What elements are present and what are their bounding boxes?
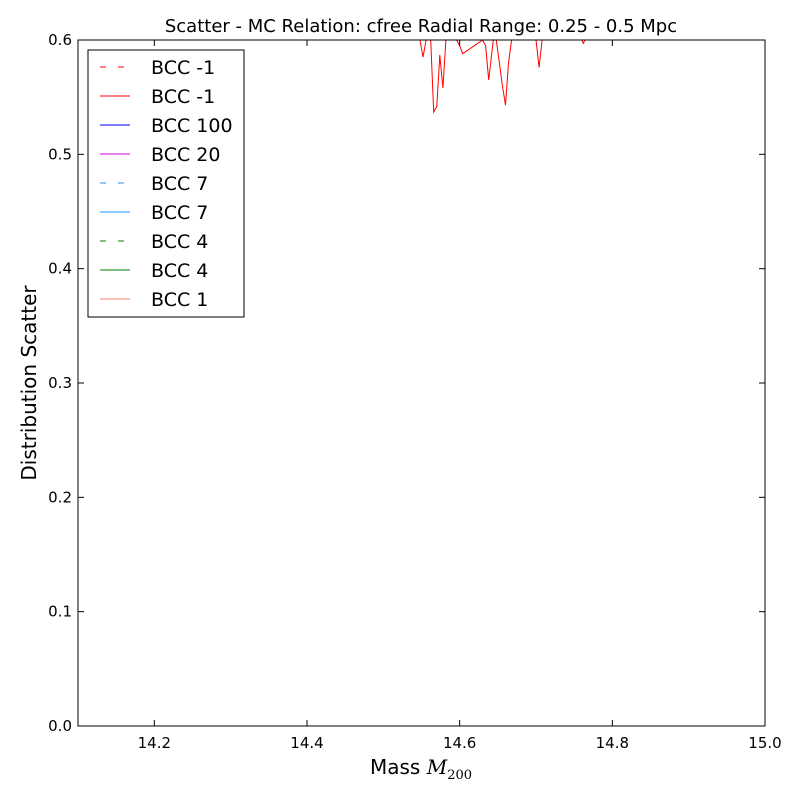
y-axis-title: Distribution Scatter <box>17 285 41 481</box>
x-tick-label: 14.2 <box>138 734 171 752</box>
legend-label-6: BCC 4 <box>151 231 208 253</box>
legend-label-7: BCC 4 <box>151 260 208 282</box>
y-tick-label: 0.4 <box>48 260 72 278</box>
legend-label-2: BCC 100 <box>151 115 233 137</box>
y-tick-label: 0.1 <box>48 603 72 621</box>
legend-label-5: BCC 7 <box>151 202 208 224</box>
x-tick-label: 15.0 <box>748 734 781 752</box>
x-axis-title: Mass M200 <box>370 755 472 783</box>
y-tick-label: 0.2 <box>48 488 72 506</box>
legend-label-3: BCC 20 <box>151 144 220 166</box>
series-line-1 <box>419 40 586 114</box>
legend-label-1: BCC -1 <box>151 86 215 108</box>
x-axis-math-symbol: M <box>426 755 448 779</box>
x-axis-math-subscript: 200 <box>447 768 472 783</box>
y-tick-label: 0.3 <box>48 374 72 392</box>
x-tick-label: 14.4 <box>290 734 323 752</box>
y-tick-label: 0.5 <box>48 145 72 163</box>
chart-title: Scatter - MC Relation: cfree Radial Rang… <box>165 16 677 37</box>
y-axis: 0.0 0.1 0.2 0.3 0.4 0.5 0.6 <box>48 31 765 735</box>
y-tick-label: 0.0 <box>48 717 72 735</box>
x-tick-label: 14.8 <box>596 734 629 752</box>
legend: BCC -1 BCC -1 BCC 100 BCC 20 BCC 7 BCC 7 BCC 4… <box>87 49 245 318</box>
x-axis-label-text: Mass <box>370 755 420 779</box>
x-axis: 14.2 14.4 14.6 14.8 15.0 <box>138 40 782 752</box>
y-tick-label: 0.6 <box>48 31 72 49</box>
legend-label-8: BCC 1 <box>151 289 208 311</box>
x-tick-label: 14.6 <box>443 734 476 752</box>
legend-box <box>87 49 245 318</box>
series-layer <box>419 40 586 114</box>
legend-label-4: BCC 7 <box>151 173 208 195</box>
legend-label-0: BCC -1 <box>151 57 215 79</box>
